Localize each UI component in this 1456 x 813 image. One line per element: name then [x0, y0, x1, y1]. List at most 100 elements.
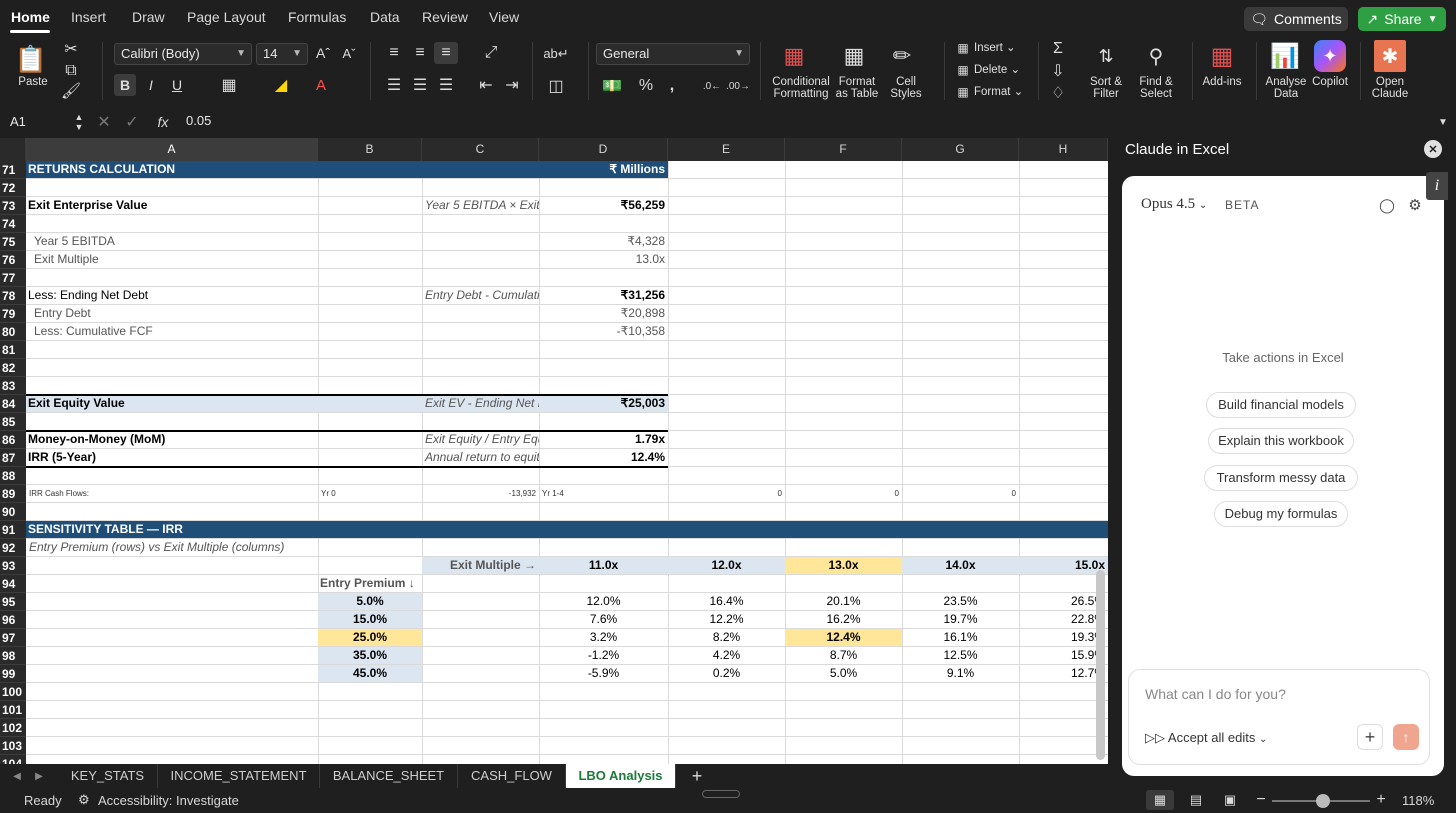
zoom-level[interactable]: 118% [1402, 793, 1435, 808]
format-painter-icon[interactable]: 🖌 [60, 83, 82, 100]
cell-a78[interactable]: Less: Ending Net Debt [28, 288, 149, 302]
cell-h96[interactable]: 22.8% [1070, 612, 1105, 626]
delete-cells-button[interactable]: Delete ⌄ [974, 64, 1021, 76]
row-header[interactable]: 93 [0, 557, 26, 575]
cell-d71[interactable]: ₹ Millions [609, 162, 665, 176]
accessibility-status[interactable]: Accessibility: Investigate [98, 793, 239, 808]
suggestion-transform-data[interactable]: Transform messy data [1204, 465, 1358, 491]
row-header[interactable]: 76 [0, 251, 26, 269]
scroll-right-icon[interactable]: ▶ [35, 770, 43, 782]
add-sheet-icon[interactable]: + [691, 765, 703, 786]
cell-c84[interactable]: Exit EV - Ending Net Debt [425, 396, 539, 410]
vertical-scrollbar[interactable] [1096, 570, 1105, 760]
cell-b97[interactable]: 25.0% [318, 629, 422, 646]
suggestion-debug-formulas[interactable]: Debug my formulas [1214, 501, 1348, 527]
cell-g96[interactable]: 19.7% [943, 612, 978, 626]
borders-icon[interactable]: ▦ [221, 77, 237, 94]
insert-cells-button[interactable]: Insert ⌄ [974, 42, 1016, 54]
number-format-select[interactable]: General ▼ [596, 43, 750, 65]
cell-e96[interactable]: 12.2% [709, 612, 744, 626]
percent-icon[interactable]: % [638, 77, 654, 94]
cell-d89[interactable]: Yr 1-4 [542, 489, 564, 498]
cell-d86[interactable]: 1.79x [634, 432, 665, 446]
cut-icon[interactable]: ✂ [64, 41, 78, 58]
cell-g89[interactable]: 0 [1011, 489, 1016, 498]
send-icon[interactable]: ↑ [1393, 724, 1419, 750]
sheet-tab-lbo-analysis[interactable]: LBO Analysis [566, 764, 676, 788]
row-header[interactable]: 96 [0, 611, 26, 629]
underline-icon[interactable]: U [171, 77, 183, 93]
formula-input[interactable]: 0.05 [186, 113, 212, 128]
cell-e89[interactable]: 0 [777, 489, 782, 498]
cell-e99[interactable]: 0.2% [712, 666, 741, 680]
cell-f93[interactable]: 13.0x [785, 557, 902, 574]
fill-icon[interactable]: ⇩ [1051, 63, 1065, 80]
zoom-out-icon[interactable]: − [1256, 791, 1266, 808]
cell-d97[interactable]: 3.2% [589, 630, 618, 644]
row-header[interactable]: 94 [0, 575, 26, 593]
tab-home[interactable]: Home [11, 9, 50, 25]
cell-b89[interactable]: Yr 0 [321, 489, 336, 498]
find-select-label[interactable]: Find & Select [1134, 76, 1178, 100]
row-header[interactable]: 78 [0, 287, 26, 305]
chat-input[interactable]: What can I do for you? [1145, 686, 1286, 702]
increase-font-icon[interactable]: Aˆ [316, 45, 330, 61]
decrease-indent-icon[interactable]: ⇤ [479, 77, 493, 94]
cell-b95[interactable]: 5.0% [318, 593, 422, 610]
increase-indent-icon[interactable]: ⇥ [505, 77, 519, 94]
zoom-slider-thumb[interactable] [1316, 794, 1330, 808]
row-header[interactable]: 85 [0, 413, 26, 431]
accept-edits-select[interactable]: ▷▷ Accept all edits ⌄ [1145, 730, 1267, 746]
cell-a87[interactable]: IRR (5-Year) [28, 450, 97, 464]
row-header[interactable]: 80 [0, 323, 26, 341]
fill-color-icon[interactable]: ◢ [274, 77, 288, 94]
row-header[interactable]: 92 [0, 539, 26, 557]
cell-a86[interactable]: Money-on-Money (MoM) [28, 432, 166, 446]
wrap-text-icon[interactable]: ab↵ [543, 46, 569, 61]
cell-c93[interactable]: Exit Multiple → [422, 557, 539, 574]
cell-g98[interactable]: 12.5% [943, 648, 978, 662]
normal-view-icon[interactable]: ▦ [1146, 790, 1174, 810]
cell-f99[interactable]: 5.0% [829, 666, 858, 680]
cell-f98[interactable]: 8.7% [829, 648, 858, 662]
bold-icon[interactable]: B [114, 74, 136, 96]
cell-f95[interactable]: 20.1% [826, 594, 861, 608]
row-header[interactable]: 90 [0, 503, 26, 521]
decrease-font-icon[interactable]: Aˇ [342, 45, 356, 61]
confirm-icon[interactable]: ✓ [125, 114, 139, 131]
column-header-c[interactable]: C [422, 138, 539, 161]
row-header[interactable]: 95 [0, 593, 26, 611]
page-layout-view-icon[interactable]: ▤ [1189, 792, 1203, 807]
copilot-label[interactable]: Copilot [1312, 76, 1348, 88]
italic-icon[interactable]: I [149, 77, 153, 93]
row-header[interactable]: 75 [0, 233, 26, 251]
paste-icon[interactable]: 📋 [14, 43, 48, 74]
column-header-d[interactable]: D [539, 138, 668, 161]
row-header[interactable]: 74 [0, 215, 26, 233]
cell-d78[interactable]: ₹31,256 [620, 288, 665, 302]
close-icon[interactable]: ✕ [1424, 140, 1442, 158]
cell-h93[interactable]: 15.0x [1019, 557, 1108, 574]
cell-d80[interactable]: -₹10,358 [616, 324, 665, 338]
cell-d75[interactable]: ₹4,328 [627, 234, 665, 248]
cell-a76[interactable]: Exit Multiple [34, 252, 99, 266]
page-break-view-icon[interactable]: ▣ [1223, 792, 1237, 807]
cell-e93[interactable]: 12.0x [668, 557, 785, 574]
cell-f89[interactable]: 0 [894, 489, 899, 498]
autosum-icon[interactable]: Σ [1053, 40, 1063, 57]
sheet-tab-balance-sheet[interactable]: BALANCE_SHEET [320, 764, 458, 788]
align-middle-icon[interactable]: ≡ [415, 44, 425, 61]
row-header[interactable]: 104 [0, 755, 26, 766]
column-header-e[interactable]: E [668, 138, 785, 161]
cell-a79[interactable]: Entry Debt [34, 306, 91, 320]
tab-review[interactable]: Review [422, 9, 468, 25]
cell-a80[interactable]: Less: Cumulative FCF [34, 324, 153, 338]
cell-d96[interactable]: 7.6% [589, 612, 618, 626]
row-header[interactable]: 97 [0, 629, 26, 647]
copy-icon[interactable]: ⧉ [65, 62, 77, 79]
claude-icon[interactable]: ✱ [1374, 40, 1406, 72]
row-header[interactable]: 98 [0, 647, 26, 665]
row-header[interactable]: 99 [0, 665, 26, 683]
decrease-decimal-icon[interactable]: .00→ [726, 80, 750, 92]
sheet-tab-income-statement[interactable]: INCOME_STATEMENT [158, 764, 320, 788]
